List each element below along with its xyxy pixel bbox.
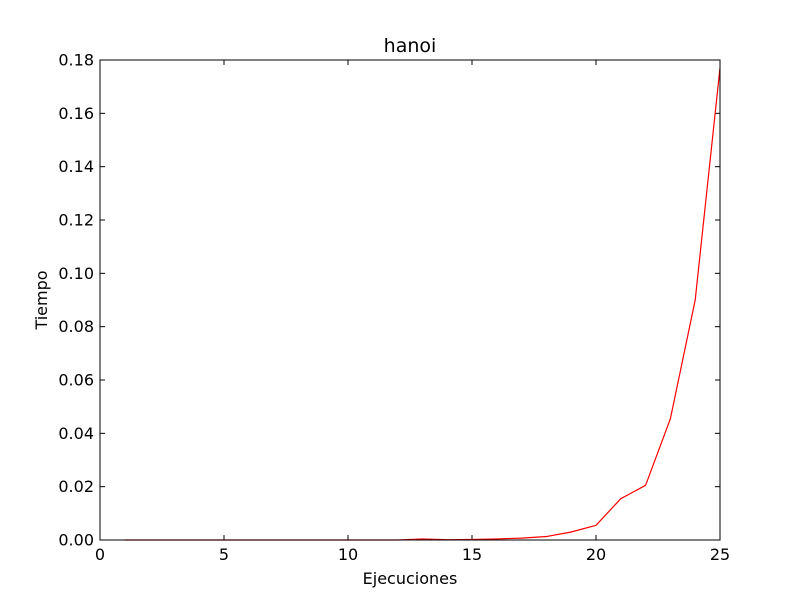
y-tick-label: 0.02 <box>58 477 94 496</box>
x-tick-label: 25 <box>710 545 730 564</box>
data-point <box>521 538 522 539</box>
data-point <box>670 418 671 419</box>
y-tick-label: 0.00 <box>58 531 94 550</box>
ticks-layer: 0 5 10 15 20 25 0.00 0.02 0.04 0.06 0.08 0.10 0.12 0.… <box>58 51 730 565</box>
chart-title: hanoi <box>384 35 437 57</box>
plot-frame <box>99 59 721 541</box>
data-point <box>695 299 696 300</box>
x-tick-label: 10 <box>338 545 358 564</box>
data-point <box>496 538 497 539</box>
y-axis-label: Tiempo <box>32 270 51 330</box>
data-point <box>571 531 572 532</box>
y-tick-label: 0.18 <box>58 51 94 70</box>
x-tick-label: 15 <box>462 545 482 564</box>
y-tick-label: 0.14 <box>58 157 94 176</box>
y-tick-label: 0.16 <box>58 104 94 123</box>
x-tick-label: 5 <box>219 545 229 564</box>
data-point <box>595 525 596 526</box>
x-tick-label: 20 <box>586 545 606 564</box>
y-tick-label: 0.10 <box>58 264 94 283</box>
y-tick-label: 0.12 <box>58 211 94 230</box>
series-line <box>124 67 721 541</box>
data-point <box>645 485 646 486</box>
data-point <box>422 538 423 539</box>
x-axis-label: Ejecuciones <box>363 569 458 588</box>
y-tick-label: 0.08 <box>58 317 94 336</box>
y-tick-label: 0.06 <box>58 371 94 390</box>
x-tick-label: 0 <box>95 545 105 564</box>
data-point <box>546 536 547 537</box>
y-tick-label: 0.04 <box>58 424 94 443</box>
series-layer <box>124 67 721 541</box>
data-point <box>620 498 621 499</box>
